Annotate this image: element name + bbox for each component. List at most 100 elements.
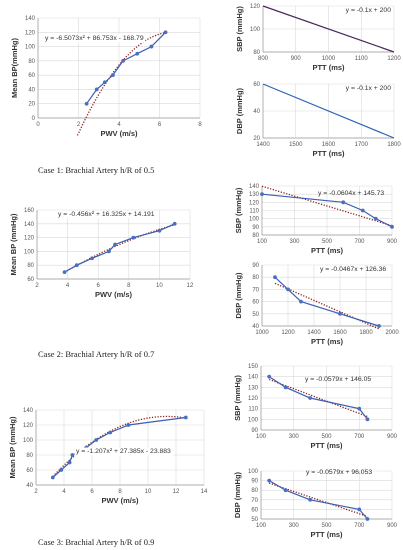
data-point — [84, 101, 89, 106]
data-point — [94, 87, 99, 92]
data-point — [113, 242, 117, 247]
x-tick-label: 2 — [35, 283, 39, 289]
y-tick-label: 40 — [26, 483, 33, 489]
chart-c1-sbp: 800 900 1000 1100 1200 80 100 120 PTT (ms) SBP (m… — [235, 4, 401, 72]
y-tick-label: 100 — [25, 45, 36, 51]
y-tick-label: 100 — [248, 417, 259, 423]
y-tick-label: 60 — [253, 82, 260, 88]
x-tick-label: 1600 — [333, 330, 347, 336]
x-tick-label: 1200 — [387, 56, 401, 62]
y-tick-label: 80 — [27, 263, 34, 269]
x-tick-label: 700 — [354, 434, 365, 440]
y-tick-label: 60 — [28, 73, 35, 79]
data-point — [131, 235, 136, 240]
x-tick-label: 900 — [387, 523, 398, 529]
equation-label: y = -6.5073x² + 86.753x - 168.79 — [45, 35, 144, 42]
data-point — [365, 517, 370, 521]
y-tick-label: 80 — [252, 233, 259, 239]
series-line — [86, 31, 167, 105]
data-point — [102, 80, 107, 85]
x-tick-label: 14 — [201, 489, 208, 495]
y-axis-label: SBP (mmHg) — [233, 375, 242, 421]
data-point — [273, 275, 277, 280]
x-axis-label: PTT (ms) — [312, 149, 345, 158]
data-point — [163, 30, 168, 35]
x-tick-label: 900 — [387, 239, 398, 245]
x-tick-label: 1800 — [387, 142, 401, 148]
trendline — [52, 415, 186, 477]
y-tick-label: 60 — [27, 277, 34, 283]
y-axis-label: SBP (mmHg) — [234, 187, 243, 233]
chart-c2-dbp: 1000 1200 1400 1600 1800 2000 40 50 60 70 80 90 PTT … — [234, 263, 399, 346]
y-axis-label: DBP (mmHg) — [235, 87, 244, 134]
x-tick-label: 1600 — [322, 142, 336, 148]
data-point — [267, 478, 272, 483]
y-axis-label: Mean BP (mmHg) — [8, 416, 17, 478]
x-tick-label: 1700 — [355, 142, 369, 148]
equation-label: y = -0.0604x + 145.73 — [318, 190, 384, 197]
x-tick-label: 900 — [387, 434, 398, 440]
chart-c3-dbp: 100 300 500 700 900 50 60 70 80 90 100 PTT (ms) DBP … — [233, 469, 398, 539]
trendline — [274, 282, 380, 330]
y-tick-label: 130 — [248, 385, 259, 391]
x-tick-label: 500 — [322, 239, 333, 245]
equation-label: y = -0.0467x + 126.36 — [320, 266, 386, 273]
y-tick-label: 90 — [251, 428, 258, 434]
x-tick-label: 10 — [145, 489, 152, 495]
trendline — [261, 185, 393, 227]
y-tick-label: 90 — [252, 263, 259, 269]
data-point — [357, 507, 362, 512]
y-tick-label: 20 — [253, 136, 260, 142]
y-tick-label: 80 — [251, 488, 258, 494]
y-tick-label: 120 — [250, 4, 261, 10]
trendline — [64, 224, 175, 273]
series-line — [64, 223, 175, 273]
x-tick-label: 8 — [127, 283, 131, 289]
equation-label: y = -0.0579x + 146.05 — [305, 376, 371, 383]
x-axis-label: PWV (m/s) — [100, 129, 138, 138]
x-tick-label: 2 — [77, 122, 81, 128]
x-tick-label: 300 — [289, 434, 300, 440]
x-tick-label: 300 — [289, 523, 300, 529]
x-axis-label: PTT (ms) — [311, 337, 344, 346]
y-tick-label: 60 — [252, 300, 259, 306]
y-axis-label: DBP (mmHg) — [233, 471, 242, 518]
y-tick-label: 100 — [250, 27, 261, 33]
y-tick-label: 120 — [25, 30, 36, 36]
x-tick-label: 1000 — [322, 56, 336, 62]
chart-c3-mean: 2 4 6 8 10 12 14 40 60 80 100 120 140 PWV (m/s) Mean B… — [8, 408, 208, 505]
data-point — [267, 374, 272, 379]
x-tick-label: 1400 — [307, 330, 321, 336]
data-point — [341, 200, 346, 205]
caption-case-2: Case 2: Brachial Artery h/R of 0.7 — [38, 349, 155, 359]
x-tick-label: 8 — [118, 489, 122, 495]
y-axis-label: DBP (mmHg) — [234, 272, 243, 319]
data-point — [74, 263, 79, 268]
caption-case-1: Case 1: Brachial Artery h/R of 0.5 — [38, 165, 155, 175]
y-tick-label: 150 — [248, 364, 259, 370]
y-tick-label: 120 — [24, 236, 35, 242]
x-tick-label: 300 — [289, 239, 300, 245]
equation-background — [56, 210, 157, 219]
caption-case-3: Case 3: Brachial Artery h/R of 0.9 — [38, 537, 155, 547]
data-point — [126, 423, 131, 427]
y-tick-label: 90 — [252, 225, 259, 231]
x-tick-label: 12 — [187, 283, 194, 289]
y-tick-label: 80 — [252, 275, 259, 281]
x-tick-label: 100 — [257, 239, 268, 245]
data-point — [70, 453, 75, 457]
y-tick-label: 100 — [23, 438, 34, 444]
x-axis-label: PTT (ms) — [311, 246, 344, 255]
data-point — [111, 73, 115, 78]
chart-c2-mean: 2 4 6 8 10 12 60 80 100 120 140 160 PWV (m/s) Mean BP… — [9, 208, 194, 299]
x-tick-label: 6 — [97, 283, 101, 289]
data-point — [62, 270, 67, 274]
x-tick-label: 12 — [173, 489, 180, 495]
equation-background — [43, 34, 146, 43]
y-tick-label: 20 — [28, 102, 35, 108]
y-tick-label: 160 — [24, 208, 35, 214]
x-tick-label: 500 — [321, 523, 332, 529]
y-tick-label: 140 — [249, 184, 260, 190]
x-tick-label: 1200 — [281, 330, 295, 336]
